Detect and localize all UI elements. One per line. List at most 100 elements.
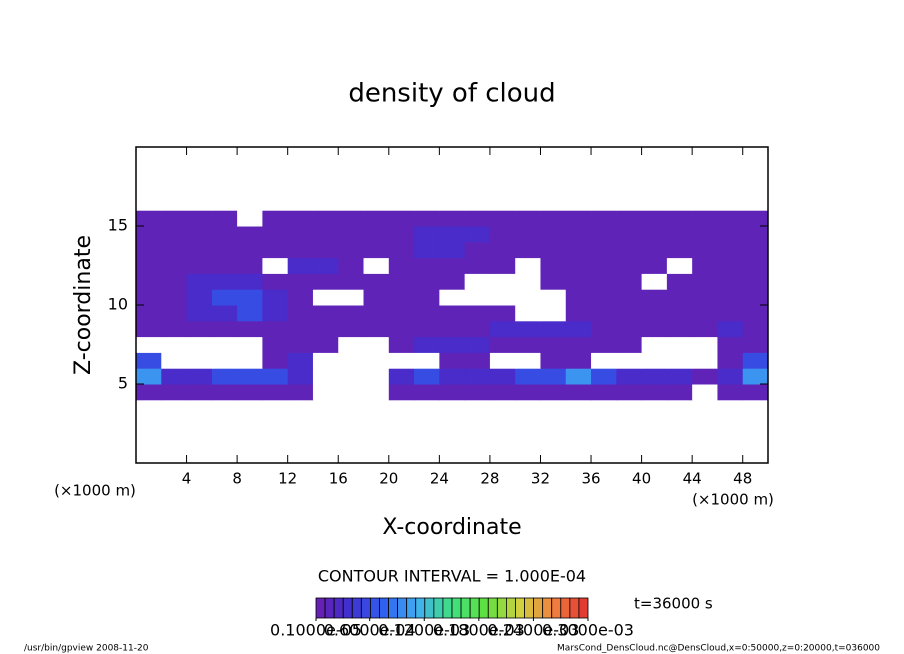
field-cell: [161, 273, 188, 290]
field-cell: [565, 320, 592, 338]
field-cell: [641, 289, 668, 306]
field-cell: [692, 352, 718, 369]
field-cell: [363, 241, 390, 259]
field-cell: [363, 336, 390, 353]
field-cell: [338, 320, 365, 338]
field-cell: [161, 352, 188, 369]
field-cell: [692, 178, 718, 195]
field-cell: [489, 368, 516, 385]
field-cell: [186, 273, 213, 290]
field-cell: [591, 194, 617, 211]
field-cell: [211, 431, 238, 448]
field-cell: [237, 352, 263, 369]
time-label: t=36000 s: [634, 595, 713, 613]
field-cell: [540, 399, 567, 417]
field-cell: [439, 415, 466, 432]
field-cell: [439, 368, 466, 385]
field-cell: [439, 162, 466, 180]
field-cell: [489, 226, 516, 243]
field-cell: [262, 352, 289, 369]
field-cell: [692, 415, 718, 432]
field-cell: [338, 447, 365, 464]
field-cell: [742, 431, 769, 448]
field-cell: [363, 210, 390, 227]
colorbar-swatch: [442, 597, 453, 619]
field-cell: [237, 336, 263, 353]
field-cell: [237, 226, 263, 243]
colorbar-swatch: [578, 597, 589, 619]
field-cell: [666, 194, 693, 211]
field-cell: [414, 352, 440, 369]
colorbar-swatch: [451, 597, 462, 619]
field-cell: [540, 320, 567, 338]
field-cell: [565, 178, 592, 195]
field-cell: [287, 320, 314, 338]
field-cell: [312, 336, 339, 353]
field-cell: [666, 320, 693, 338]
field-cell: [489, 415, 516, 432]
field-cell: [186, 384, 213, 401]
field-cell: [363, 162, 390, 180]
field-cell: [439, 399, 466, 417]
field-cell: [464, 368, 491, 385]
field-cell: [540, 147, 567, 164]
field-cell: [312, 305, 339, 322]
field-cell: [489, 399, 516, 417]
field-cell: [616, 399, 643, 417]
x-tick-label: 40: [632, 470, 651, 488]
field-cell: [161, 384, 188, 401]
colorbar-swatch: [379, 597, 389, 619]
field-cell: [161, 162, 188, 180]
field-cell: [211, 368, 238, 385]
field-cell: [338, 241, 365, 259]
field-cell: [439, 352, 466, 369]
field-cell: [338, 257, 365, 274]
field-cell: [717, 226, 744, 243]
y-unit: (×1000 m): [54, 482, 136, 500]
field-cell: [161, 447, 188, 464]
field-cell: [666, 431, 693, 448]
field-cell: [312, 241, 339, 259]
field-cell: [186, 368, 213, 385]
field-cell: [515, 415, 541, 432]
field-cell: [237, 305, 263, 322]
field-cell: [591, 147, 617, 164]
field-cell: [565, 384, 592, 401]
field-cell: [186, 289, 213, 306]
field-cell: [414, 147, 440, 164]
field-cell: [363, 415, 390, 432]
field-cell: [439, 241, 466, 259]
field-cell: [565, 399, 592, 417]
field-cell: [616, 415, 643, 432]
field-cell: [338, 384, 365, 401]
field-cell: [641, 178, 668, 195]
field-cell: [287, 368, 314, 385]
field-cell: [616, 241, 643, 259]
field-cell: [489, 162, 516, 180]
field-cell: [161, 368, 188, 385]
field-cell: [641, 210, 668, 227]
field-cell: [136, 194, 162, 211]
x-axis-label: X-coordinate: [382, 515, 521, 540]
field-cell: [338, 415, 365, 432]
field-cell: [666, 336, 693, 353]
field-cell: [136, 210, 162, 227]
field-cell: [262, 147, 289, 164]
x-tick-label: 32: [531, 470, 550, 488]
field-cell: [186, 336, 213, 353]
field-cell: [515, 368, 541, 385]
field-cell: [616, 384, 643, 401]
field-cell: [186, 447, 213, 464]
field-cell: [641, 194, 668, 211]
colorbar-swatch: [487, 597, 498, 619]
field-cell: [742, 210, 769, 227]
field-cell: [161, 305, 188, 322]
field-cell: [161, 320, 188, 338]
field-cell: [591, 162, 617, 180]
x-tick-label: 8: [232, 470, 242, 488]
field-cell: [312, 257, 339, 274]
field-cell: [742, 320, 769, 338]
field-cell: [262, 320, 289, 338]
field-cell: [414, 415, 440, 432]
x-tick-label: 16: [329, 470, 348, 488]
